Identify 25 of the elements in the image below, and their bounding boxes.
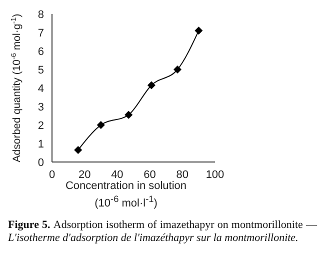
x-tick-label: 0 xyxy=(48,168,56,181)
y-tick-label: 1 xyxy=(38,138,44,150)
y-tick-label: 2 xyxy=(38,120,44,132)
y-tick-label: 7 xyxy=(38,27,44,40)
y-tick-label: 3 xyxy=(38,101,44,114)
point xyxy=(124,110,133,119)
y-tick-label: 6 xyxy=(38,46,44,58)
point xyxy=(174,66,182,74)
x-tick-label: 40 xyxy=(111,168,124,181)
x-tick-label: 80 xyxy=(176,168,189,181)
x-tick-label: 60 xyxy=(144,168,156,181)
point xyxy=(74,146,82,154)
x-tick-label: 20 xyxy=(78,168,91,181)
text: L'isotherme d'adsorption de l'imazéthapyr sur la montmorillonite. xyxy=(8,232,298,244)
y-tick-label: 5 xyxy=(38,64,44,76)
x-axis-title: Concentration in solution (10$^{-6}$ mol·l$^{-1}$) xyxy=(64,180,188,211)
caption: Figure 5. xyxy=(8,218,52,231)
point xyxy=(147,81,156,90)
y-tick-label: 4 xyxy=(38,82,44,95)
x-tick-label: 100 xyxy=(206,168,224,181)
y-tick-label: 8 xyxy=(38,8,44,21)
point xyxy=(96,121,105,129)
text: Adsorption isotherm of imazethapyr on montmorillonite — xyxy=(53,218,318,231)
y-tick-label: 0 xyxy=(38,156,44,169)
point xyxy=(194,26,203,35)
